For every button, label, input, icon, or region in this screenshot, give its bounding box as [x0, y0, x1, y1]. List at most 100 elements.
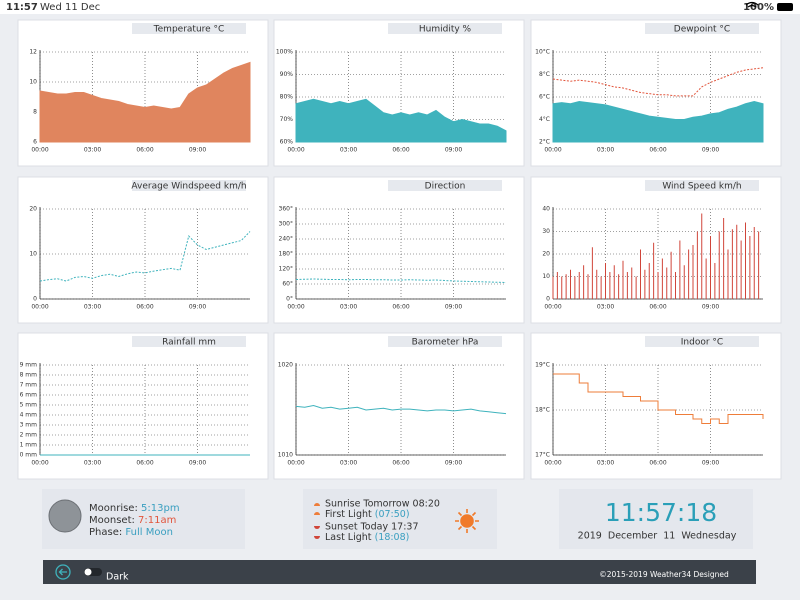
- y-tick-label: 120°: [279, 266, 293, 273]
- y-tick-label: 12: [29, 49, 37, 56]
- sunrise-icon: [314, 503, 320, 506]
- chart-title: Dewpoint °C: [674, 25, 730, 35]
- back-arrow: [58, 568, 67, 576]
- chart-title: Barometer hPa: [412, 338, 479, 348]
- x-tick-label: 09:00: [702, 460, 719, 467]
- x-tick-label: 00:00: [31, 147, 48, 154]
- sun-icon: [455, 509, 479, 533]
- title-tab: [645, 180, 759, 191]
- battery-icon: [777, 3, 793, 11]
- x-tick-label: 09:00: [445, 147, 462, 154]
- chart-title: Humidity %: [419, 25, 472, 35]
- last-light-label: Last Light: [325, 532, 372, 543]
- title-tab: [645, 336, 759, 347]
- x-tick-label: 06:00: [649, 147, 666, 154]
- first-light-icon: [314, 512, 320, 515]
- y-tick-label: 6°C: [539, 94, 550, 101]
- x-tick-label: 03:00: [84, 147, 101, 154]
- x-tick-label: 09:00: [189, 304, 206, 311]
- y-tick-label: 3 mm: [20, 422, 38, 429]
- x-tick-label: 06:00: [649, 304, 666, 311]
- chart-panel: Humidity % 60% 70% 80% 90% 100% 00:00 03:00 06:0…: [273, 19, 525, 167]
- y-tick-label: 10: [29, 251, 37, 258]
- first-light: First Light (07:50): [325, 509, 410, 520]
- x-tick-label: 06:00: [649, 460, 666, 467]
- phase-label: Phase:: [89, 527, 122, 538]
- x-tick-label: 00:00: [544, 304, 561, 311]
- y-tick-label: 70%: [280, 116, 294, 123]
- y-tick-label: 0: [33, 296, 37, 303]
- first-light-label: First Light: [325, 509, 372, 520]
- moonrise-value: 5:13pm: [141, 503, 180, 514]
- y-tick-label: 90%: [280, 71, 294, 78]
- x-tick-label: 06:00: [136, 147, 153, 154]
- title-tab: [388, 23, 502, 34]
- x-tick-label: 09:00: [445, 304, 462, 311]
- chart-panel: Dewpoint °C 2°C 4°C 6°C 8°C 10°C 00:00 03:00 06:…: [530, 19, 782, 167]
- y-tick-label: 4°C: [539, 116, 550, 123]
- x-tick-label: 00:00: [31, 304, 48, 311]
- y-tick-label: 5 mm: [20, 402, 38, 409]
- y-tick-label: 8 mm: [20, 372, 38, 379]
- x-tick-label: 06:00: [136, 304, 153, 311]
- moonset-value: 7:11am: [138, 515, 176, 526]
- title-tab: [132, 23, 246, 34]
- back-button[interactable]: [55, 564, 71, 580]
- chart-title: Average Windspeed km/h: [131, 182, 246, 192]
- toggle-knob: [84, 568, 92, 576]
- chart-panel: Temperature °C 6 8 10 12 00:00 03:00 06:00 09:00: [17, 19, 269, 167]
- moon-icon: [48, 499, 82, 533]
- x-tick-label: 00:00: [287, 304, 304, 311]
- y-tick-label: 30: [542, 228, 550, 235]
- y-tick-label: 60°: [282, 281, 293, 288]
- y-tick-label: 7 mm: [20, 382, 38, 389]
- y-tick-label: 80%: [280, 94, 294, 101]
- x-tick-label: 09:00: [702, 304, 719, 311]
- y-tick-label: 0 mm: [20, 452, 38, 459]
- x-tick-label: 09:00: [189, 147, 206, 154]
- y-tick-label: 0: [546, 296, 550, 303]
- panel-bg: [17, 332, 269, 480]
- clock-panel: [559, 489, 753, 549]
- x-tick-label: 09:00: [445, 460, 462, 467]
- x-tick-label: 09:00: [189, 460, 206, 467]
- chart-title: Wind Speed km/h: [662, 182, 741, 192]
- area: [552, 100, 764, 143]
- moon-phase: Phase: Full Moon: [89, 527, 173, 538]
- sunset: Sunset Today 17:37: [325, 522, 418, 533]
- title-tab: [388, 336, 502, 347]
- panel-bg: [273, 176, 525, 324]
- chart-title: Temperature °C: [153, 25, 225, 35]
- line: [552, 67, 764, 97]
- x-tick-label: 03:00: [597, 147, 614, 154]
- x-tick-label: 00:00: [544, 460, 561, 467]
- x-tick-label: 03:00: [340, 304, 357, 311]
- panel-bg: [530, 176, 782, 324]
- y-tick-label: 360°: [279, 206, 293, 213]
- y-tick-label: 2 mm: [20, 432, 38, 439]
- line: [295, 278, 507, 283]
- title-tab: [388, 180, 502, 191]
- chart-panel: Average Windspeed km/h 0 10 20 00:00 03:00 06:…: [17, 176, 269, 324]
- y-tick-label: 1020: [278, 362, 293, 369]
- x-tick-label: 06:00: [392, 147, 409, 154]
- y-tick-label: 2°C: [539, 139, 550, 146]
- chart-title: Rainfall mm: [162, 338, 216, 348]
- sunrise: Sunrise Tomorrow 08:20: [325, 499, 440, 510]
- x-tick-label: 06:00: [392, 460, 409, 467]
- y-tick-label: 9 mm: [20, 362, 38, 369]
- x-tick-label: 09:00: [702, 147, 719, 154]
- y-tick-label: 240°: [279, 236, 293, 243]
- chart-panel: Direction 0° 60° 120° 180° 240° 300° 360° 00:00 0…: [273, 176, 525, 324]
- status-time: 11:57: [6, 2, 38, 13]
- dark-label: Dark: [106, 572, 129, 583]
- area: [295, 98, 507, 143]
- panel-bg: [17, 176, 269, 324]
- title-tab: [645, 23, 759, 34]
- y-tick-label: 20: [29, 206, 37, 213]
- x-tick-label: 03:00: [84, 304, 101, 311]
- y-tick-label: 8: [33, 109, 37, 116]
- x-tick-label: 00:00: [287, 460, 304, 467]
- x-tick-label: 03:00: [340, 460, 357, 467]
